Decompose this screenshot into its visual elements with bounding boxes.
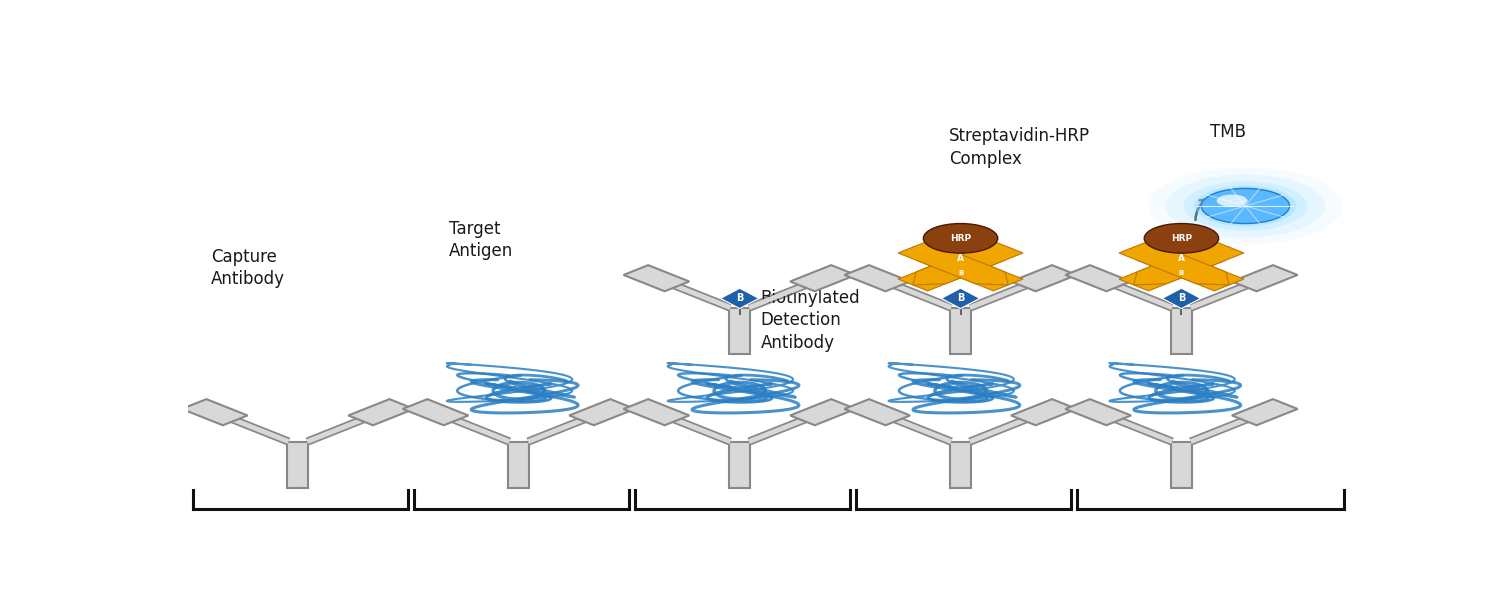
Circle shape: [1184, 181, 1306, 230]
Polygon shape: [1232, 399, 1298, 425]
Polygon shape: [1162, 288, 1200, 308]
Polygon shape: [942, 288, 980, 308]
Bar: [1172, 308, 1192, 354]
Bar: [950, 308, 970, 354]
Text: Streptavidin-HRP
Complex: Streptavidin-HRP Complex: [950, 127, 1090, 167]
Polygon shape: [1119, 241, 1228, 285]
Text: Capture
Antibody: Capture Antibody: [210, 248, 285, 288]
Polygon shape: [1011, 265, 1077, 291]
Polygon shape: [1119, 247, 1228, 291]
Polygon shape: [624, 399, 690, 425]
Polygon shape: [790, 399, 856, 425]
Polygon shape: [898, 241, 1008, 285]
Text: B: B: [1179, 269, 1184, 275]
Circle shape: [1216, 194, 1248, 207]
Text: A: A: [1178, 254, 1185, 263]
Polygon shape: [1065, 265, 1131, 291]
Text: Biotinylated
Detection
Antibody: Biotinylated Detection Antibody: [760, 289, 859, 352]
Polygon shape: [402, 399, 468, 425]
Circle shape: [1144, 224, 1218, 253]
Polygon shape: [898, 247, 1008, 291]
Polygon shape: [624, 265, 690, 291]
Bar: [1172, 442, 1192, 488]
Polygon shape: [1065, 399, 1131, 425]
Text: B: B: [958, 269, 963, 275]
Polygon shape: [348, 399, 414, 425]
Text: B: B: [957, 293, 964, 304]
Text: HRP: HRP: [1172, 234, 1192, 243]
Text: TMB: TMB: [1210, 123, 1246, 141]
Circle shape: [1194, 186, 1296, 226]
Bar: [729, 308, 750, 354]
Polygon shape: [914, 241, 1023, 285]
Polygon shape: [1011, 399, 1077, 425]
Polygon shape: [1134, 241, 1244, 285]
Polygon shape: [790, 265, 856, 291]
Polygon shape: [1134, 247, 1244, 291]
Text: HRP: HRP: [950, 234, 970, 243]
Polygon shape: [568, 399, 634, 425]
Circle shape: [1166, 175, 1324, 238]
Text: B: B: [1178, 293, 1185, 304]
Polygon shape: [844, 265, 910, 291]
Polygon shape: [844, 399, 910, 425]
Bar: [288, 442, 309, 488]
Polygon shape: [1232, 265, 1298, 291]
Text: A: A: [957, 254, 964, 263]
Polygon shape: [182, 399, 248, 425]
Text: Target
Antigen: Target Antigen: [448, 220, 513, 260]
Bar: [509, 442, 530, 488]
Circle shape: [1202, 188, 1290, 224]
Bar: [729, 442, 750, 488]
Circle shape: [1148, 167, 1342, 245]
Polygon shape: [720, 288, 759, 308]
Text: B: B: [736, 293, 744, 304]
Polygon shape: [914, 247, 1023, 291]
Bar: [950, 442, 970, 488]
Circle shape: [924, 224, 998, 253]
